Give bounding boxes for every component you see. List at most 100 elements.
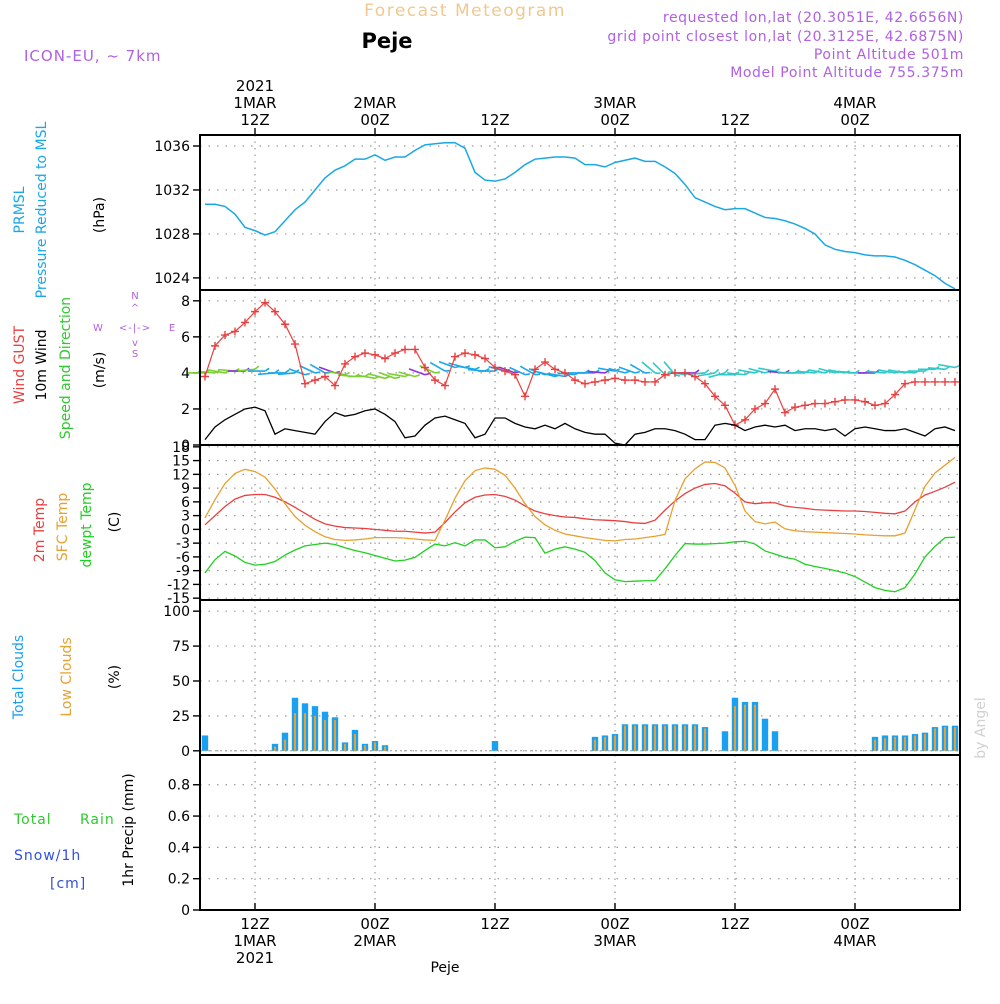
temp-ytick-label: 12 — [172, 467, 190, 483]
clouds-unit-label: (%) — [107, 665, 123, 689]
wind-gust-marker — [471, 351, 479, 359]
model-label: ICON-EU, ~ 7km — [24, 47, 162, 65]
temp-sfc-label: SFC Temp — [55, 493, 71, 562]
low-clouds-bar — [914, 735, 916, 750]
wind-gust-marker — [821, 400, 829, 408]
wind-gust-marker — [621, 376, 629, 384]
pressure-ytick-label: 1032 — [154, 183, 190, 199]
low-clouds-bar — [904, 737, 906, 751]
pressure-ytick-label: 1024 — [154, 271, 190, 287]
wind-direction-arrowhead — [305, 373, 310, 374]
low-clouds-label: Low Clouds — [59, 637, 75, 716]
precip-ytick-label: 0.2 — [168, 872, 190, 888]
wind-gust-marker — [441, 382, 449, 390]
compass-n-label: N — [131, 291, 138, 302]
top-time-label: 12Z — [240, 111, 269, 129]
wind-gust-marker — [551, 365, 559, 373]
low-clouds-bar — [364, 745, 366, 751]
precip-ytick-label: 0 — [181, 903, 190, 919]
total-clouds-bar — [202, 735, 208, 750]
prmsl-label: PRMSL — [12, 186, 28, 233]
wind-direction-arrowhead — [525, 374, 530, 375]
wind-gust-marker — [861, 398, 869, 406]
low-clouds-bar — [654, 726, 656, 751]
wind-direction-arrowhead — [715, 369, 719, 372]
model-point-altitude: Model Point Altitude 755.375m — [730, 65, 964, 81]
wind-direction-arrowhead — [945, 367, 949, 369]
wind-gust-marker — [921, 378, 929, 386]
wind-gust-marker — [451, 353, 459, 361]
low-clouds-bar — [324, 720, 326, 751]
total-clouds-bar — [772, 731, 778, 751]
top-time-label: 2021 — [236, 77, 274, 95]
wind-gust-marker — [591, 378, 599, 386]
total-clouds-bar — [722, 731, 728, 751]
wind-gust-marker — [941, 378, 949, 386]
wind-gust-marker — [651, 378, 659, 386]
wind-gust-marker — [411, 345, 419, 353]
low-clouds-bar — [894, 737, 896, 751]
low-clouds-bar — [344, 744, 346, 751]
wind-gust-marker — [801, 401, 809, 409]
wind-direction-arrowhead — [265, 368, 269, 371]
wind-direction-arrowhead — [415, 375, 420, 377]
wind-direction-arrowhead — [395, 377, 400, 378]
wind-gust-marker — [301, 380, 309, 388]
compass-arrow-up: ^ — [131, 303, 139, 314]
wind-gust-marker — [851, 396, 859, 404]
low-clouds-bar — [614, 735, 616, 750]
wind-gust-marker — [521, 392, 529, 400]
wind-unit-label: (m/s) — [92, 352, 108, 389]
wind-gust-marker — [831, 398, 839, 406]
wind-ytick-label: 4 — [181, 366, 190, 382]
wind-direction-arrow — [758, 368, 775, 371]
precip-ytick-label: 0.8 — [168, 778, 190, 794]
compass-s-label: S — [132, 349, 138, 360]
bottom-time-label: 00Z — [360, 915, 389, 933]
precip-snow-label: Snow/1h — [14, 848, 81, 864]
low-clouds-bar — [944, 727, 946, 751]
top-time-label: 4MAR — [833, 94, 876, 112]
bottom-time-label: 12Z — [240, 915, 269, 933]
clouds-ytick-label: 0 — [181, 744, 190, 760]
temp-ytick-label: -9 — [176, 564, 190, 580]
wind-direction-arrowhead — [635, 372, 640, 373]
bottom-time-label: 00Z — [840, 915, 869, 933]
low-clouds-bar — [334, 720, 336, 751]
total-clouds-bar — [492, 741, 498, 751]
low-clouds-bar — [874, 740, 876, 751]
wind-frame — [200, 290, 960, 445]
wind-gust-marker — [911, 378, 919, 386]
wind-gust-marker — [611, 374, 619, 382]
wind-gust-marker — [201, 373, 209, 381]
low-clouds-bar — [754, 705, 756, 751]
temp-2m-label: 2m Temp — [32, 498, 48, 562]
temp-unit-label: (C) — [107, 512, 123, 533]
temp-ytick-label: 0 — [181, 522, 190, 538]
wind-direction-arrowhead — [695, 370, 699, 373]
compass-we-label: <-|-> — [119, 323, 151, 334]
wind-direction-arrow — [409, 369, 425, 375]
clouds-ytick-label: 100 — [163, 604, 190, 620]
wind-gust-marker — [811, 400, 819, 408]
wind-gust-marker — [381, 354, 389, 362]
low-clouds-bar — [374, 742, 376, 750]
precip-rain-label: Rain — [80, 812, 115, 828]
location-title: Peje — [361, 29, 412, 53]
low-clouds-bar — [314, 716, 316, 751]
low-clouds-bar — [934, 728, 936, 750]
pressure-msl-label: Pressure Reduced to MSL — [34, 121, 50, 298]
low-clouds-bar — [634, 726, 636, 751]
compass-rose: N ^ <-|-> W E v S — [93, 291, 175, 360]
low-clouds-bar — [594, 740, 596, 751]
wind-gust-marker — [931, 378, 939, 386]
temp-dewpt-line — [205, 537, 955, 592]
wind-gust-marker — [581, 380, 589, 388]
wind-gust-marker — [791, 403, 799, 411]
low-clouds-bar — [744, 705, 746, 751]
low-clouds-bar — [274, 747, 276, 751]
wind-gust-marker — [291, 340, 299, 348]
